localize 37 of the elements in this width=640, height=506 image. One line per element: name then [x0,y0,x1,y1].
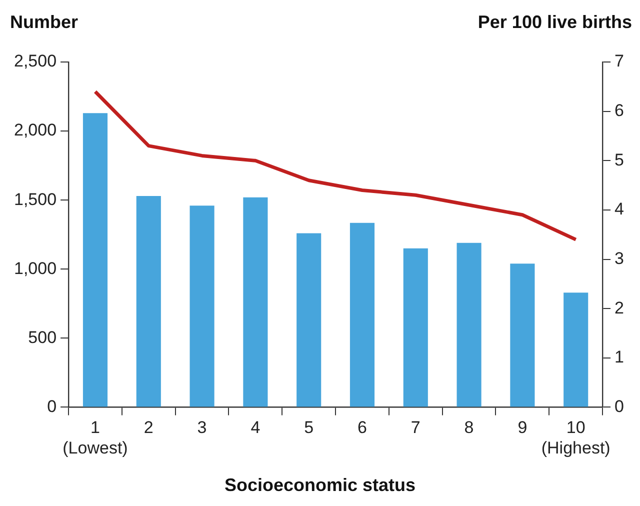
x-tick-label: 4 [250,418,260,438]
y-tick-label: 0 [47,396,57,416]
x-axis-title: Socioeconomic status [223,475,417,496]
y2-tick-label: 0 [614,396,624,416]
y2-tick-label: 6 [614,101,624,120]
y2-tick-label: 4 [614,200,624,219]
bar [190,206,214,407]
bar [82,113,108,407]
y2-tick-label: 5 [614,150,624,170]
y2-tick-label: 2 [614,298,624,318]
bar [136,196,161,407]
y2-axis-title: Per 100 live births [478,12,632,33]
x-tick-label: 1 (Lowest) [62,418,128,458]
y2-tick-label: 1 [614,348,624,367]
y-tick-label: 2,000 [14,120,57,140]
x-tick-label: 2 [144,418,154,438]
y-tick-label: 2,500 [14,52,57,71]
bar [564,292,588,407]
x-tick-label: 6 [358,418,367,438]
bar [296,233,322,407]
x-tick-label: 8 [464,418,474,438]
x-tick-label: 9 [518,418,528,438]
y-tick-label: 1,500 [14,190,57,209]
bar [510,264,535,407]
y2-tick-label: 3 [614,248,624,268]
x-tick-label: 5 [304,418,314,438]
y2-tick-label: 7 [614,52,624,71]
bar [350,222,375,407]
y-tick-label: 500 [28,328,57,347]
bar [243,197,268,407]
bar [403,248,428,407]
x-tick-label: 3 [197,418,207,438]
y-axis-title: Number [10,12,78,33]
bar [456,242,482,407]
x-tick-label: 7 [410,418,420,438]
y-tick-label: 1,000 [14,258,57,278]
x-tick-label: 10 (Highest) [541,418,610,458]
